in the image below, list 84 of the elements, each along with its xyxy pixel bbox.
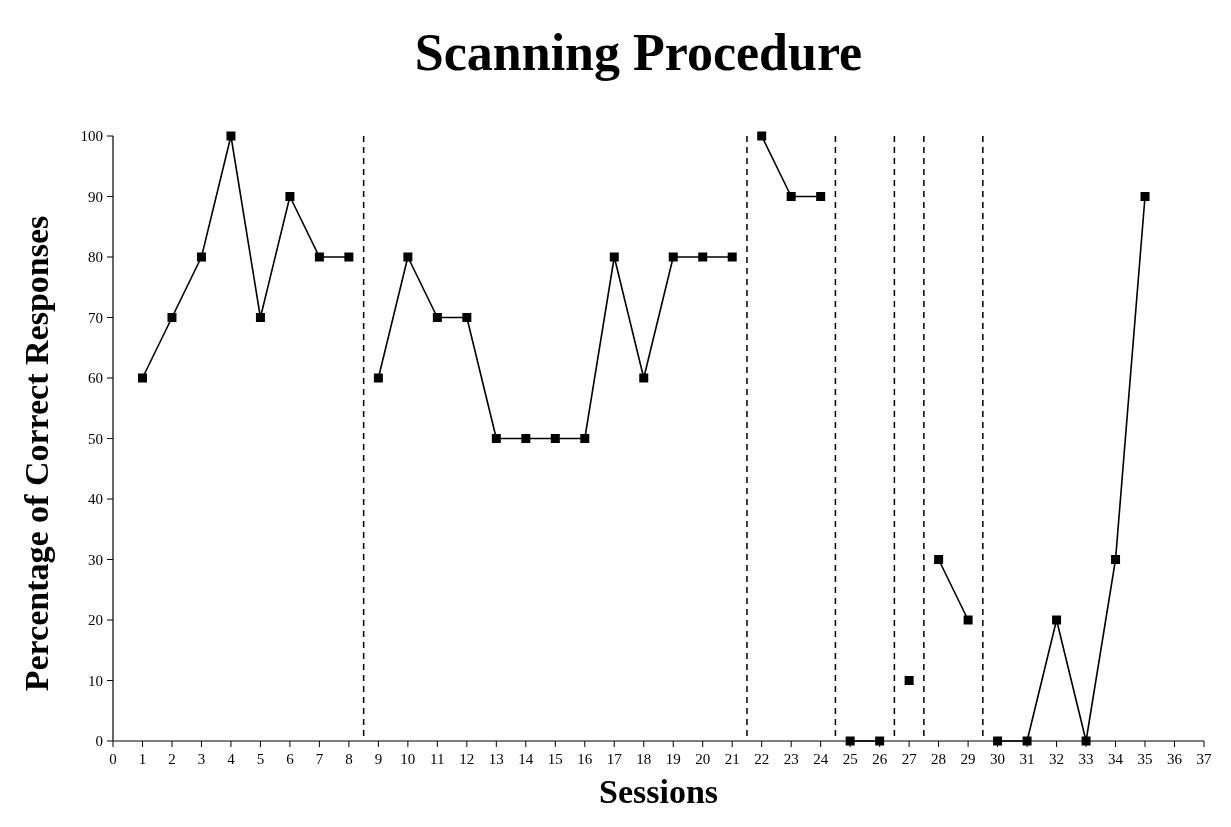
x-tick-label: 35 (1137, 751, 1153, 767)
point (934, 555, 944, 564)
point (639, 373, 649, 383)
point (668, 252, 678, 262)
x-tick-label: 1 (138, 751, 147, 767)
x-tick-label: 28 (931, 751, 947, 767)
point (727, 252, 737, 262)
x-tick-label: 33 (1078, 751, 1094, 767)
point (963, 615, 973, 625)
point (757, 131, 767, 141)
point (137, 373, 147, 383)
y-tick-label: 50 (88, 430, 103, 447)
x-tick-label: 11 (430, 751, 445, 767)
x-tick-label: 4 (227, 751, 236, 767)
y-tick-label: 90 (88, 188, 103, 205)
y-tick-label: 20 (88, 612, 103, 628)
x-tick-label: 8 (345, 751, 353, 767)
point (285, 192, 295, 201)
y-tick-label: 40 (88, 491, 103, 507)
x-tick-label: 16 (577, 751, 593, 767)
y-axis-title: Percentage of Correct Responses (18, 215, 55, 692)
x-tick-label: 18 (636, 751, 652, 767)
point (904, 676, 914, 685)
point (432, 313, 442, 322)
chart-title: Scanning Procedure (414, 24, 863, 81)
x-tick-label: 9 (374, 751, 383, 767)
x-tick-label: 27 (901, 751, 918, 767)
x-tick-label: 22 (754, 751, 770, 767)
point (1140, 192, 1150, 201)
point (314, 252, 324, 262)
y-tick-label: 70 (88, 309, 103, 326)
x-tick-label: 29 (960, 751, 976, 767)
point (816, 192, 826, 201)
x-tick-label: 19 (665, 751, 681, 767)
point (403, 252, 413, 262)
x-tick-label: 13 (488, 751, 504, 767)
point (521, 434, 531, 443)
point (786, 192, 796, 201)
x-tick-label: 36 (1167, 751, 1183, 767)
x-tick-label: 17 (606, 751, 623, 767)
point (344, 252, 354, 262)
x-tick-label: 12 (459, 751, 475, 767)
point (196, 252, 206, 262)
point (609, 252, 619, 262)
x-tick-label: 15 (547, 751, 563, 767)
x-tick-label: 31 (1019, 751, 1035, 767)
point (373, 373, 383, 383)
x-tick-label: 6 (286, 751, 295, 767)
y-tick-label: 100 (80, 128, 103, 144)
x-axis-title: Sessions (598, 773, 719, 810)
x-tick-label: 5 (256, 751, 265, 767)
point (255, 313, 265, 322)
x-tick-label: 23 (783, 751, 799, 767)
point (580, 434, 590, 443)
y-tick-label: 0 (95, 733, 103, 749)
x-tick-label: 7 (315, 751, 324, 767)
x-tick-label: 25 (842, 751, 858, 767)
x-tick-label: 10 (400, 751, 416, 767)
point (550, 434, 560, 443)
point (1022, 736, 1032, 746)
x-tick-label: 37 (1196, 751, 1212, 767)
point (491, 434, 501, 443)
point (167, 313, 177, 322)
x-tick-label: 3 (197, 751, 206, 767)
x-tick-label: 20 (695, 751, 711, 767)
point (462, 313, 472, 322)
x-tick-label: 26 (872, 751, 888, 767)
y-tick-label: 80 (88, 249, 103, 265)
x-tick-label: 32 (1049, 751, 1065, 767)
point (1081, 736, 1091, 746)
y-tick-label: 60 (88, 370, 103, 386)
point (226, 131, 236, 141)
x-tick-label: 14 (518, 751, 534, 767)
y-tick-label: 30 (88, 551, 103, 568)
x-tick-label: 2 (168, 751, 176, 767)
x-tick-label: 30 (990, 751, 1006, 767)
point (698, 252, 708, 262)
x-tick-label: 34 (1108, 751, 1124, 767)
y-tick-label: 10 (88, 672, 103, 689)
point (1111, 555, 1121, 564)
x-tick-label: 0 (109, 751, 117, 767)
x-tick-label: 21 (724, 751, 740, 767)
point (1052, 615, 1062, 625)
x-tick-label: 24 (813, 751, 829, 767)
